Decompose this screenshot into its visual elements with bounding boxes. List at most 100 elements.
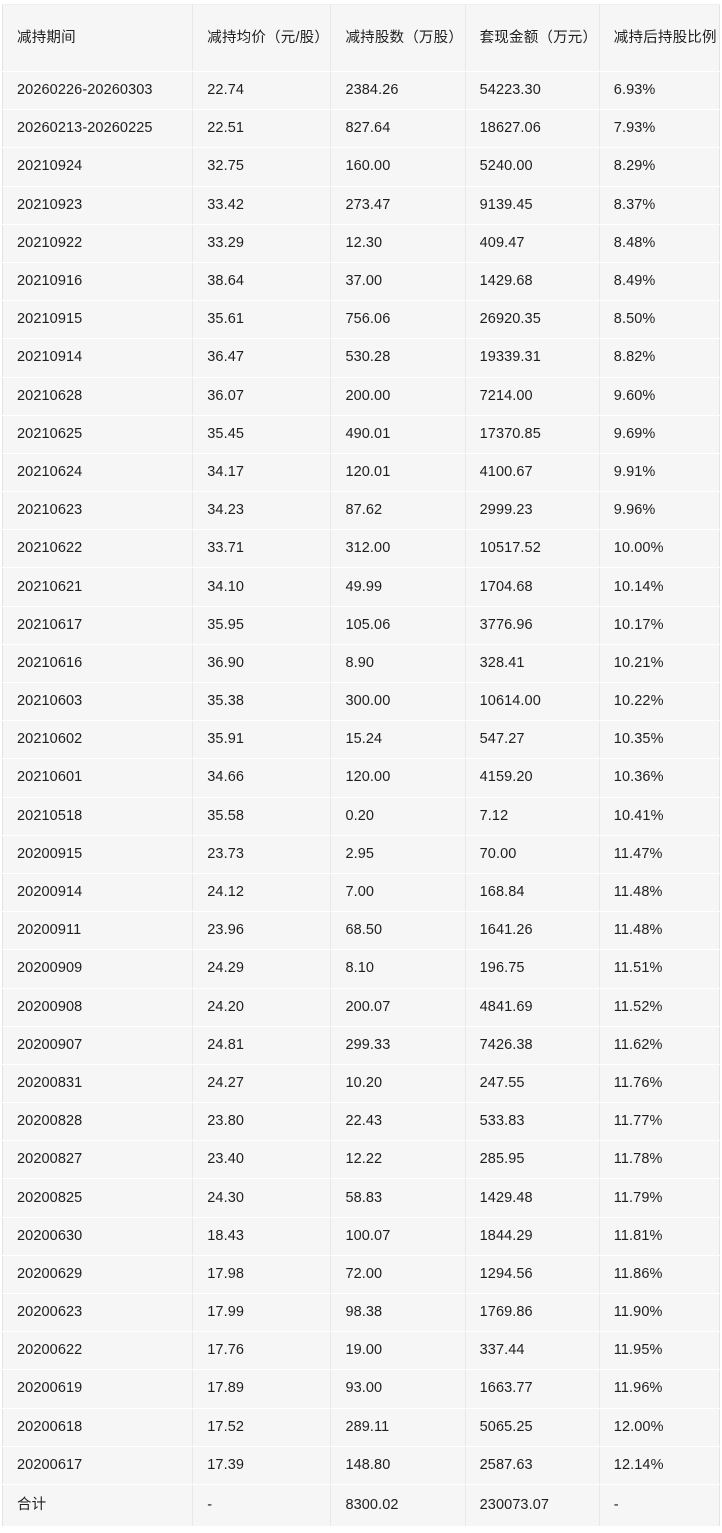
- cell-average-price: 17.89: [192, 1369, 332, 1409]
- cell-period: 20210628: [2, 376, 194, 416]
- cell-average-price: 36.90: [192, 643, 332, 684]
- cell-cash-amount: 1429.48: [465, 1178, 600, 1218]
- cell-shares-reduced: 49.99: [330, 567, 466, 607]
- cell-holding-ratio-after: 8.50%: [599, 300, 720, 340]
- table-row: 20200623 17.99 98.38 1769.86 11.90%: [2, 1292, 720, 1333]
- cell-average-price: 35.91: [192, 720, 332, 760]
- cell-holding-ratio-after: 11.52%: [599, 987, 720, 1027]
- table-row: 20200909 24.29 8.10 196.75 11.51%: [2, 949, 720, 989]
- cell-shares-reduced: 8.90: [330, 643, 466, 684]
- cell-shares-reduced: 148.80: [330, 1445, 466, 1485]
- cell-holding-ratio-after: 8.37%: [599, 185, 720, 225]
- table-body: 20260226-20260303 22.74 2384.26 54223.30 6.9…: [2, 70, 720, 1527]
- cell-holding-ratio-after: 8.48%: [599, 223, 720, 263]
- cell-average-price: 24.81: [192, 1025, 332, 1065]
- cell-holding-ratio-after: 11.47%: [599, 834, 720, 874]
- table-row: 20200907 24.81 299.33 7426.38 11.62%: [2, 1025, 720, 1065]
- cell-shares-reduced: 200.07: [330, 987, 466, 1027]
- cell-cash-amount: 1704.68: [465, 567, 600, 607]
- cell-average-price: 17.99: [192, 1292, 332, 1333]
- cell-shares-reduced: 8.10: [330, 949, 466, 989]
- cell-cash-amount: 533.83: [465, 1102, 600, 1142]
- cell-period: 20210924: [2, 147, 194, 187]
- table-row: 20260213-20260225 22.51 827.64 18627.06 7.93…: [2, 109, 720, 149]
- cell-average-price: 24.20: [192, 987, 332, 1027]
- cell-holding-ratio-after: 11.90%: [599, 1292, 720, 1333]
- cell-cash-amount: 10614.00: [465, 681, 600, 722]
- column-header-shares-reduced: 减持股数（万股）: [330, 4, 466, 72]
- cell-shares-reduced: 0.20: [330, 796, 466, 836]
- cell-cash-amount: 247.55: [465, 1063, 600, 1104]
- table-row: 20200827 23.40 12.22 285.95 11.78%: [2, 1140, 720, 1180]
- cell-average-price: 34.10: [192, 567, 332, 607]
- cell-period: 20200828: [2, 1102, 194, 1142]
- cell-period: 20210625: [2, 414, 194, 454]
- cell-period: 20210603: [2, 681, 194, 722]
- cell-average-price: 34.23: [192, 491, 332, 531]
- table-row: 20200617 17.39 148.80 2587.63 12.14%: [2, 1445, 720, 1485]
- cell-shares-reduced: 200.00: [330, 376, 466, 416]
- cell-average-price: 35.95: [192, 605, 332, 645]
- cell-period: 20200831: [2, 1063, 194, 1104]
- cell-average-price: 35.61: [192, 300, 332, 340]
- cell-holding-ratio-after: 10.14%: [599, 567, 720, 607]
- table-row: 20260226-20260303 22.74 2384.26 54223.30 6.9…: [2, 70, 720, 111]
- cell-shares-reduced: 12.30: [330, 223, 466, 263]
- table-row: 20210922 33.29 12.30 409.47 8.48%: [2, 223, 720, 263]
- cell-holding-ratio-after: 9.69%: [599, 414, 720, 454]
- cell-shares-reduced: 300.00: [330, 681, 466, 722]
- cell-cash-amount: 26920.35: [465, 300, 600, 340]
- table-row: 20210915 35.61 756.06 26920.35 8.50%: [2, 300, 720, 340]
- table-row: 20210603 35.38 300.00 10614.00 10.22%: [2, 681, 720, 722]
- cell-shares-reduced: 289.11: [330, 1407, 466, 1447]
- cell-period: 20210616: [2, 643, 194, 684]
- table-row: 20200629 17.98 72.00 1294.56 11.86%: [2, 1254, 720, 1295]
- cell-holding-ratio-after: 10.17%: [599, 605, 720, 645]
- cell-period: 20210518: [2, 796, 194, 836]
- cell-average-price: 22.74: [192, 70, 332, 111]
- column-header-average-price: 减持均价（元/股）: [192, 4, 332, 72]
- cell-shares-reduced: 2.95: [330, 834, 466, 874]
- column-header-period: 减持期间: [2, 4, 194, 72]
- table-row: 20210624 34.17 120.01 4100.67 9.91%: [2, 452, 720, 493]
- column-header-holding-ratio-after: 减持后持股比例: [599, 4, 720, 72]
- cell-average-price: 22.51: [192, 109, 332, 149]
- total-holding-ratio-after: -: [599, 1483, 720, 1527]
- cell-period: 20200907: [2, 1025, 194, 1065]
- cell-shares-reduced: 160.00: [330, 147, 466, 187]
- table-total-row: 合计 -8300.02 230073.07-: [2, 1483, 720, 1527]
- table-row: 20210602 35.91 15.24 547.27 10.35%: [2, 720, 720, 760]
- cell-cash-amount: 1769.86: [465, 1292, 600, 1333]
- cell-period: 20200618: [2, 1407, 194, 1447]
- cell-holding-ratio-after: 10.41%: [599, 796, 720, 836]
- cell-holding-ratio-after: 8.29%: [599, 147, 720, 187]
- cell-period: 20210624: [2, 452, 194, 493]
- cell-period: 20260213-20260225: [2, 109, 194, 149]
- cell-cash-amount: 1844.29: [465, 1216, 600, 1256]
- table-row: 20210923 33.42 273.47 9139.45 8.37%: [2, 185, 720, 225]
- table-row: 20210623 34.23 87.62 2999.23 9.96%: [2, 491, 720, 531]
- cell-cash-amount: 17370.85: [465, 414, 600, 454]
- cell-holding-ratio-after: 10.00%: [599, 529, 720, 569]
- table-row: 20210628 36.07 200.00 7214.00 9.60%: [2, 376, 720, 416]
- cell-cash-amount: 54223.30: [465, 70, 600, 111]
- cell-average-price: 17.98: [192, 1254, 332, 1295]
- cell-holding-ratio-after: 10.21%: [599, 643, 720, 684]
- cell-holding-ratio-after: 9.60%: [599, 376, 720, 416]
- cell-period: 20200911: [2, 911, 194, 951]
- cell-average-price: 34.17: [192, 452, 332, 493]
- cell-average-price: 33.71: [192, 529, 332, 569]
- header-row: 减持期间 减持均价（元/股） 减持股数（万股） 套现金额（万元） 减持后持股比例: [2, 4, 720, 72]
- cell-holding-ratio-after: 9.96%: [599, 491, 720, 531]
- total-shares-reduced: 8300.02: [330, 1483, 466, 1527]
- total-cash-amount: 230073.07: [465, 1483, 600, 1527]
- table-row: 20200619 17.89 93.00 1663.77 11.96%: [2, 1369, 720, 1409]
- cell-shares-reduced: 273.47: [330, 185, 466, 225]
- table-row: 20210916 38.64 37.00 1429.68 8.49%: [2, 261, 720, 302]
- cell-holding-ratio-after: 12.00%: [599, 1407, 720, 1447]
- cell-holding-ratio-after: 11.76%: [599, 1063, 720, 1104]
- cell-period: 20200623: [2, 1292, 194, 1333]
- cell-period: 20200825: [2, 1178, 194, 1218]
- table-row: 20200825 24.30 58.83 1429.48 11.79%: [2, 1178, 720, 1218]
